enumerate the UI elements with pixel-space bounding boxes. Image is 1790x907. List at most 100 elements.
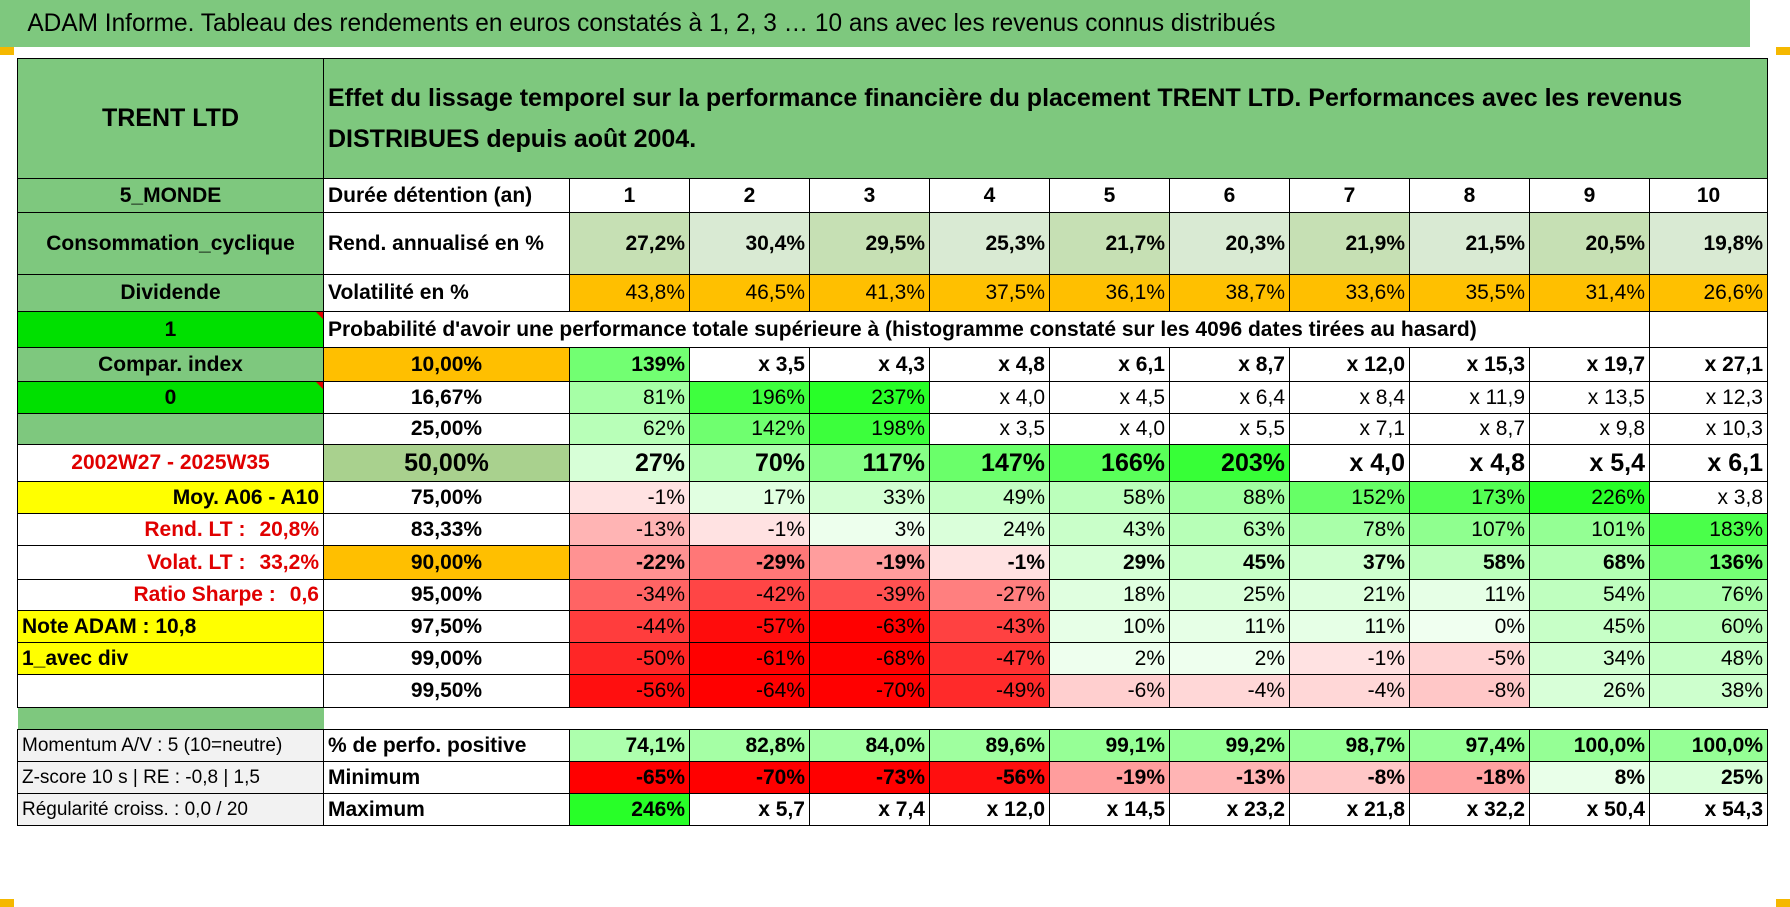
rend-value: 30,4% bbox=[689, 212, 810, 275]
stat-left-label: Z-score 10 s | RE : -0,8 | 1,5 bbox=[17, 761, 324, 794]
volat-value: 37,5% bbox=[929, 274, 1050, 312]
probability-value: 58% bbox=[1049, 481, 1170, 514]
probability-value: 78% bbox=[1289, 513, 1410, 546]
rend-value: 29,5% bbox=[809, 212, 930, 275]
corner-marker bbox=[0, 899, 14, 907]
flag-zero: 0 bbox=[17, 381, 324, 414]
rend-value: 21,5% bbox=[1409, 212, 1530, 275]
stat-value: x 50,4 bbox=[1529, 793, 1650, 826]
stat-value: x 5,7 bbox=[689, 793, 810, 826]
corner-marker bbox=[1776, 47, 1790, 55]
stat-value: -8% bbox=[1289, 761, 1410, 794]
volat-lt-label: Volat. LT : bbox=[147, 550, 246, 574]
probability-value: 29% bbox=[1049, 545, 1170, 580]
probability-value: -44% bbox=[569, 610, 690, 643]
stat-value: 97,4% bbox=[1409, 729, 1530, 762]
probability-value: -22% bbox=[569, 545, 690, 580]
report-title: ADAM Informe. Tableau des rendements en … bbox=[0, 0, 1750, 47]
probability-value: x 3,5 bbox=[929, 413, 1050, 445]
fund-description: Effet du lissage temporel sur la perform… bbox=[323, 58, 1768, 179]
probability-value: 49% bbox=[929, 481, 1050, 514]
probability-value: 0% bbox=[1409, 610, 1530, 643]
stat-value: x 23,2 bbox=[1169, 793, 1290, 826]
stat-value: 74,1% bbox=[569, 729, 690, 762]
probability-value: 76% bbox=[1649, 579, 1768, 611]
probability-value: 17% bbox=[689, 481, 810, 514]
duration-value: 7 bbox=[1289, 178, 1410, 213]
empty-cell bbox=[1649, 311, 1768, 348]
probability-value: 198% bbox=[809, 413, 930, 445]
probability-value: 203% bbox=[1169, 444, 1290, 482]
probability-value: x 8,4 bbox=[1289, 381, 1410, 414]
volat-value: 38,7% bbox=[1169, 274, 1290, 312]
probability-value: 11% bbox=[1289, 610, 1410, 643]
probability-value: x 9,8 bbox=[1529, 413, 1650, 445]
rend-label: Rend. annualisé en % bbox=[323, 212, 570, 275]
probability-level: 75,00% bbox=[323, 481, 570, 514]
probability-value: 63% bbox=[1169, 513, 1290, 546]
probability-value: 183% bbox=[1649, 513, 1768, 546]
probability-value: 136% bbox=[1649, 545, 1768, 580]
rend-value: 19,8% bbox=[1649, 212, 1768, 275]
volat-value: 41,3% bbox=[809, 274, 930, 312]
probability-value: 68% bbox=[1529, 545, 1650, 580]
probability-value: 37% bbox=[1289, 545, 1410, 580]
zone-label: 5_MONDE bbox=[17, 178, 324, 213]
probability-value: 81% bbox=[569, 381, 690, 414]
duration-label: Durée détention (an) bbox=[323, 178, 570, 213]
probability-value: x 19,7 bbox=[1529, 347, 1650, 382]
duration-value: 10 bbox=[1649, 178, 1768, 213]
avec-div-label: 1_avec div bbox=[17, 642, 324, 675]
probability-value: 21% bbox=[1289, 579, 1410, 611]
probability-value: -47% bbox=[929, 642, 1050, 675]
performance-table: TRENT LTD Effet du lissage temporel sur … bbox=[17, 58, 1768, 826]
duration-value: 4 bbox=[929, 178, 1050, 213]
probability-value: 25% bbox=[1169, 579, 1290, 611]
empty-cell bbox=[17, 674, 324, 708]
volat-value: 33,6% bbox=[1289, 274, 1410, 312]
stat-value: -73% bbox=[809, 761, 930, 794]
probability-value: -70% bbox=[809, 674, 930, 708]
stat-value: 82,8% bbox=[689, 729, 810, 762]
probability-value: -64% bbox=[689, 674, 810, 708]
sharpe-ratio-value: 0,6 bbox=[289, 583, 319, 606]
probability-value: x 10,3 bbox=[1649, 413, 1768, 445]
sharpe-ratio-label: Ratio Sharpe : bbox=[133, 583, 276, 606]
probability-value: -1% bbox=[689, 513, 810, 546]
probability-value: -34% bbox=[569, 579, 690, 611]
stat-value: -18% bbox=[1409, 761, 1530, 794]
probability-level: 99,50% bbox=[323, 674, 570, 708]
probability-value: x 4,8 bbox=[929, 347, 1050, 382]
probability-value: 11% bbox=[1169, 610, 1290, 643]
stat-row-label: Minimum bbox=[323, 761, 570, 794]
probability-value: x 4,0 bbox=[929, 381, 1050, 414]
probability-value: -4% bbox=[1169, 674, 1290, 708]
probability-value: -13% bbox=[569, 513, 690, 546]
histogram-title: Probabilité d'avoir une performance tota… bbox=[323, 311, 1650, 348]
rend-value: 20,3% bbox=[1169, 212, 1290, 275]
probability-value: 38% bbox=[1649, 674, 1768, 708]
stat-left-label: Régularité croiss. : 0,0 / 20 bbox=[17, 793, 324, 826]
probability-value: -1% bbox=[929, 545, 1050, 580]
stat-value: 100,0% bbox=[1649, 729, 1768, 762]
probability-value: 27% bbox=[569, 444, 690, 482]
probability-value: -6% bbox=[1049, 674, 1170, 708]
probability-value: x 5,5 bbox=[1169, 413, 1290, 445]
probability-level: 10,00% bbox=[323, 347, 570, 382]
probability-value: 26% bbox=[1529, 674, 1650, 708]
probability-value: -50% bbox=[569, 642, 690, 675]
corner-marker bbox=[0, 47, 14, 55]
probability-value: x 4,0 bbox=[1289, 444, 1410, 482]
probability-value: 60% bbox=[1649, 610, 1768, 643]
stat-value: x 32,2 bbox=[1409, 793, 1530, 826]
probability-value: -56% bbox=[569, 674, 690, 708]
probability-value: 45% bbox=[1169, 545, 1290, 580]
probability-value: x 6,4 bbox=[1169, 381, 1290, 414]
stat-value: x 12,0 bbox=[929, 793, 1050, 826]
probability-value: x 4,5 bbox=[1049, 381, 1170, 414]
duration-value: 1 bbox=[569, 178, 690, 213]
stat-value: 100,0% bbox=[1529, 729, 1650, 762]
probability-value: x 6,1 bbox=[1049, 347, 1170, 382]
compar-index-label: Compar. index bbox=[17, 347, 324, 382]
rend-value: 21,9% bbox=[1289, 212, 1410, 275]
